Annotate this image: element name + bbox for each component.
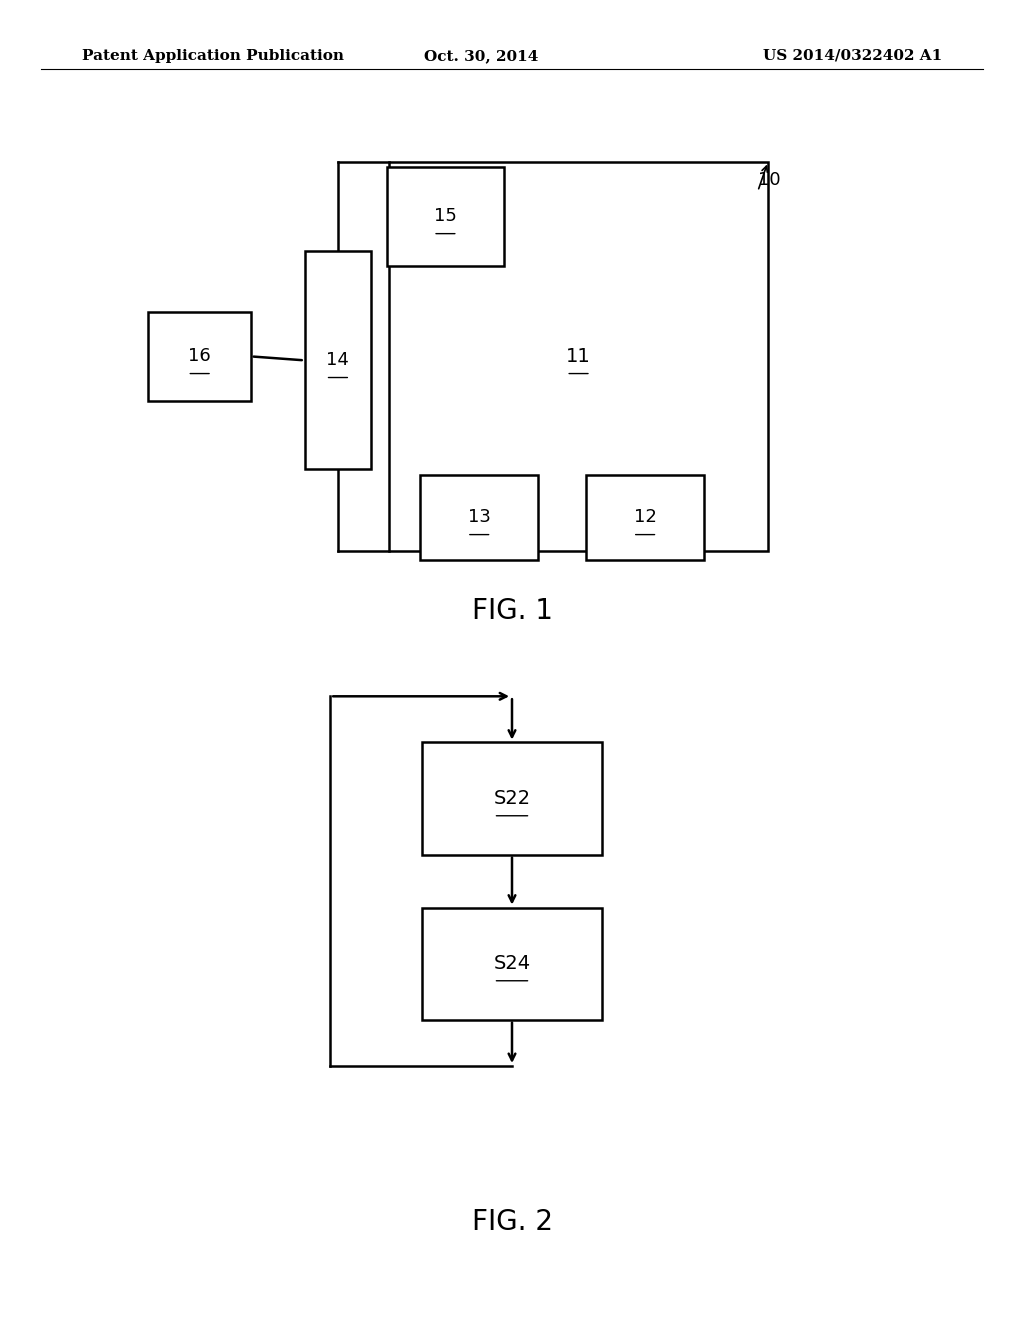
Text: 12: 12: [634, 508, 656, 527]
Text: 15: 15: [434, 207, 457, 226]
Text: FIG. 2: FIG. 2: [471, 1208, 553, 1236]
Bar: [148, 312, 251, 401]
Text: 13: 13: [468, 508, 490, 527]
Bar: [389, 162, 768, 552]
Bar: [586, 474, 705, 560]
Bar: [305, 251, 371, 470]
Bar: [387, 168, 504, 267]
Bar: [422, 908, 601, 1019]
Text: FIG. 1: FIG. 1: [471, 597, 553, 624]
Bar: [421, 474, 539, 560]
Text: 11: 11: [566, 347, 591, 366]
Text: Patent Application Publication: Patent Application Publication: [82, 49, 344, 63]
Text: US 2014/0322402 A1: US 2014/0322402 A1: [763, 49, 942, 63]
Text: 16: 16: [188, 347, 211, 366]
Text: Oct. 30, 2014: Oct. 30, 2014: [424, 49, 539, 63]
Text: 10: 10: [758, 170, 780, 189]
Text: S24: S24: [494, 954, 530, 973]
Bar: [422, 742, 601, 855]
Text: S22: S22: [494, 789, 530, 808]
Text: 14: 14: [327, 351, 349, 370]
